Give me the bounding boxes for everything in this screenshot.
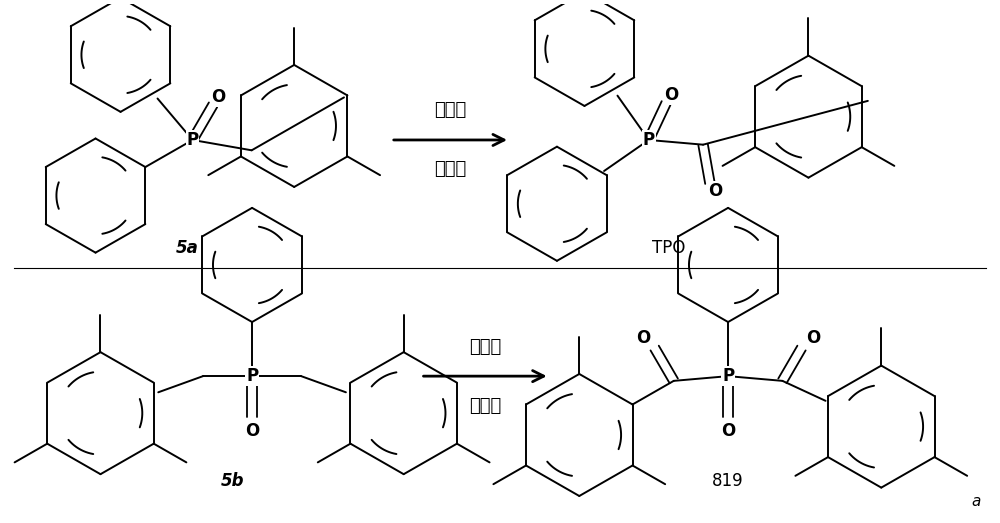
Text: 5b: 5b (221, 472, 244, 491)
Text: O: O (245, 423, 259, 440)
Text: a: a (972, 494, 981, 509)
Text: O: O (211, 88, 225, 106)
Text: 819: 819 (712, 472, 744, 491)
Text: P: P (187, 131, 199, 149)
Text: P: P (643, 131, 655, 149)
Text: 氧化剂: 氧化剂 (469, 338, 501, 356)
Text: O: O (806, 329, 821, 347)
Text: 氧化剂: 氧化剂 (434, 101, 467, 119)
Text: 5a: 5a (176, 239, 199, 257)
Text: P: P (246, 367, 258, 385)
Text: 催化剂: 催化剂 (434, 161, 467, 178)
Text: TPO: TPO (652, 239, 685, 257)
Text: 催化剂: 催化剂 (469, 396, 501, 415)
Text: P: P (722, 367, 734, 385)
Text: O: O (721, 423, 735, 440)
Text: O: O (664, 86, 678, 104)
Text: O: O (708, 182, 722, 200)
Text: O: O (636, 329, 650, 347)
